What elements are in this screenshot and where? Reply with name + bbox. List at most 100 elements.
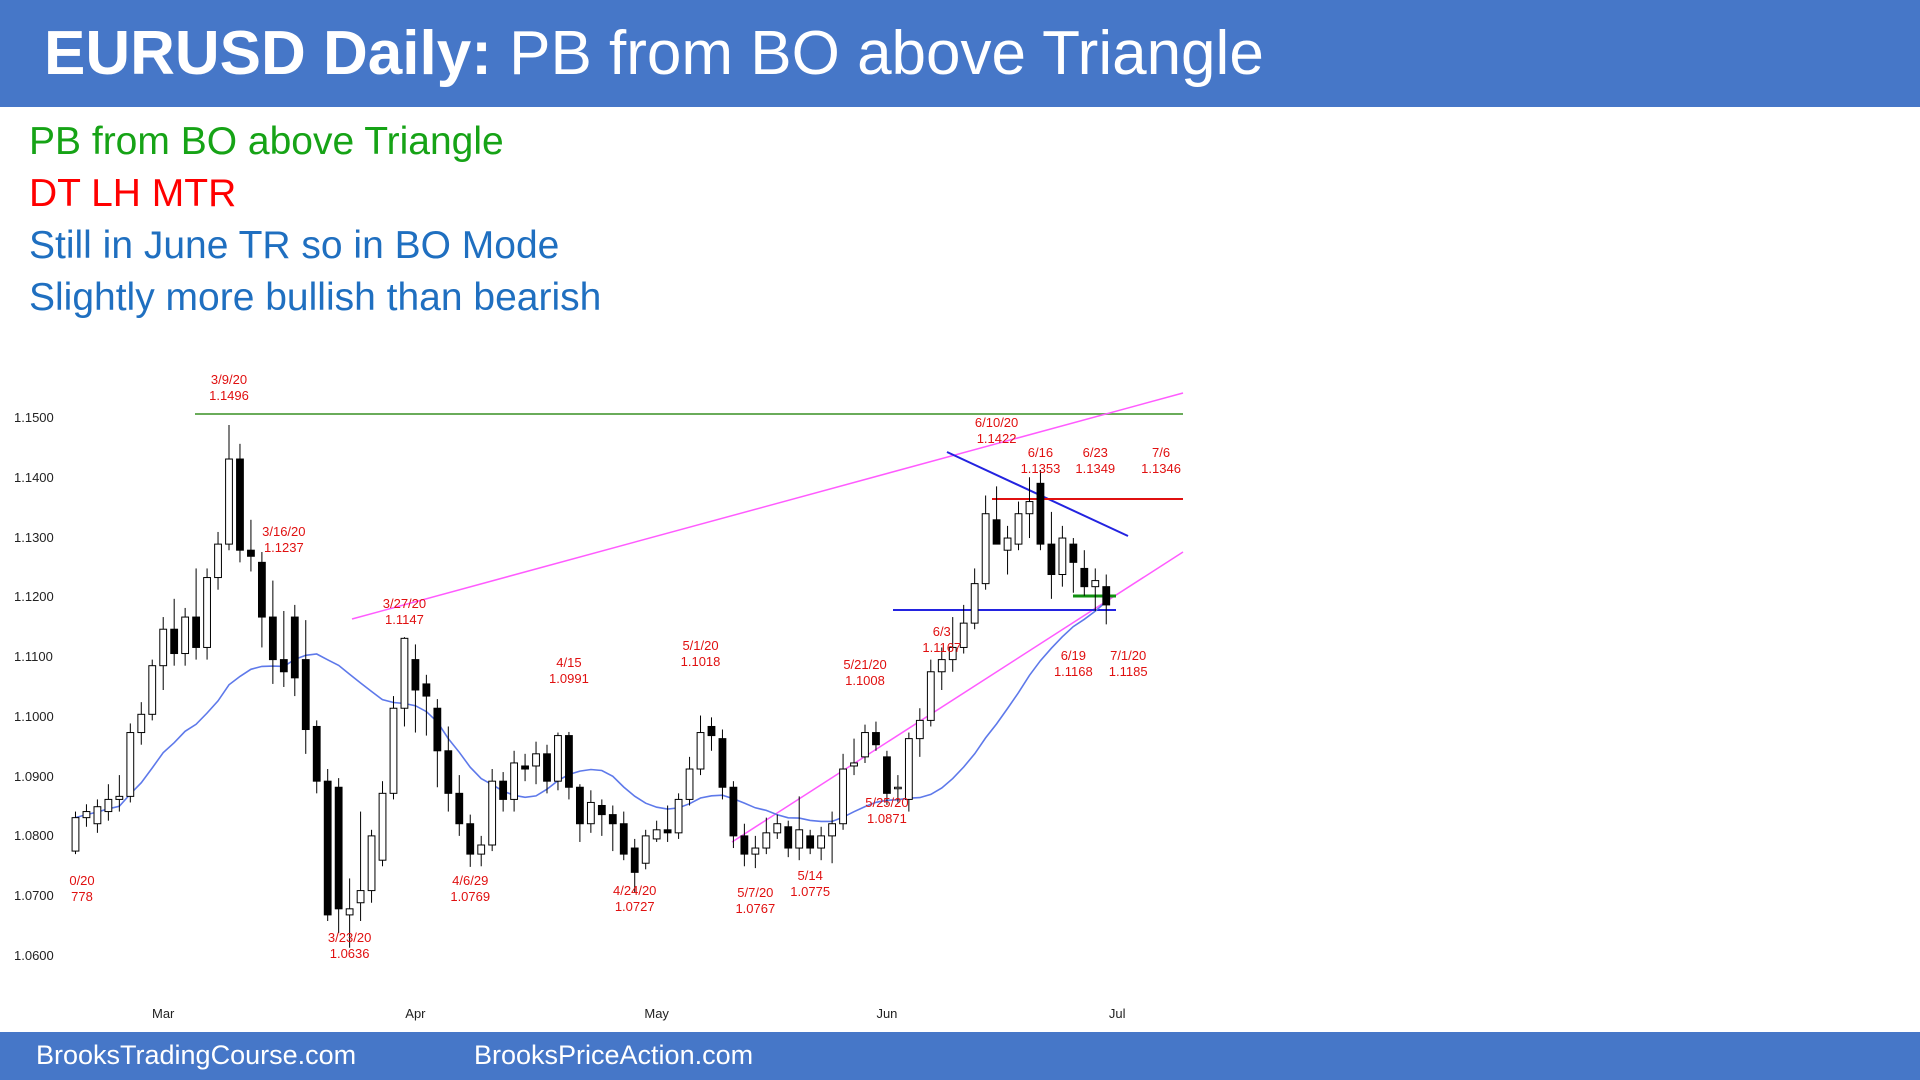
candle xyxy=(1058,525,1067,587)
candle-body xyxy=(959,622,968,648)
annotation-date: 6/10/20 xyxy=(975,415,1018,430)
candle xyxy=(488,769,497,852)
candle-body xyxy=(345,908,354,916)
price-annotation: 5/25/201.0871 xyxy=(865,795,908,826)
x-axis: Mar Apr May Jun Jul xyxy=(152,1006,1126,1021)
candle-body xyxy=(762,832,771,849)
y-tick-label: 1.1300 xyxy=(14,530,54,545)
candle-body xyxy=(312,725,321,782)
price-annotation: 3/9/201.1496 xyxy=(209,372,249,403)
annotations: 3/9/201.14963/16/201.12373/27/201.11473/… xyxy=(69,372,1181,961)
candle xyxy=(268,580,277,684)
candle xyxy=(433,699,442,788)
candle-body xyxy=(795,829,804,849)
candle-body xyxy=(707,725,716,737)
candle xyxy=(510,750,519,812)
price-annotation: 6/31.1167 xyxy=(922,624,961,655)
candle xyxy=(773,814,782,839)
candle xyxy=(981,495,990,590)
annotation-price: 1.1167 xyxy=(922,640,961,655)
title-symbol: EURUSD Daily: xyxy=(44,19,492,88)
candle xyxy=(247,519,255,572)
price-annotation: 7/1/201.1185 xyxy=(1109,648,1148,679)
annotation-price: 1.0727 xyxy=(615,899,655,914)
candle xyxy=(214,531,222,590)
note-bias: Slightly more bullish than bearish xyxy=(29,276,602,319)
annotation-date: 6/3 xyxy=(933,624,951,639)
candle-body xyxy=(1058,537,1067,576)
candle xyxy=(575,784,584,842)
candle-body xyxy=(926,671,935,721)
candle-body xyxy=(1102,586,1111,606)
ma-line xyxy=(75,601,1107,823)
candle-body xyxy=(992,519,1001,545)
candle-body xyxy=(181,616,190,655)
annotation-date: 4/6/29 xyxy=(452,873,488,888)
candle xyxy=(148,659,157,721)
y-tick-label: 1.1500 xyxy=(14,410,54,425)
candle xyxy=(663,805,672,842)
annotation-date: 6/16 xyxy=(1028,445,1053,460)
candle-body xyxy=(893,786,902,790)
candle xyxy=(378,781,387,867)
candle-body xyxy=(203,577,211,648)
candle-body xyxy=(1080,567,1089,588)
candle xyxy=(784,820,793,858)
candle-body xyxy=(608,814,617,825)
candle-body xyxy=(543,753,551,782)
candle xyxy=(619,811,628,861)
annotation-date: 4/15 xyxy=(556,655,581,670)
candle xyxy=(477,835,486,867)
candle-body xyxy=(575,786,584,825)
candle xyxy=(71,811,80,855)
candle xyxy=(970,568,979,630)
candle xyxy=(400,637,409,727)
candle-body xyxy=(685,768,694,800)
candle xyxy=(828,811,837,864)
candle xyxy=(356,811,365,921)
candle xyxy=(532,741,540,785)
candle xyxy=(181,607,190,666)
y-tick-label: 1.0800 xyxy=(14,828,54,843)
candle-body xyxy=(104,798,113,813)
candle xyxy=(652,820,661,842)
price-annotation: 6/191.1168 xyxy=(1054,648,1093,679)
candle xyxy=(904,732,913,812)
candle-body xyxy=(82,811,91,819)
candle-body xyxy=(422,683,431,697)
annotation-date: 7/1/20 xyxy=(1110,648,1146,663)
note-pb-from-bo: PB from BO above Triangle xyxy=(29,120,504,163)
candle-body xyxy=(1025,501,1034,515)
price-annotation: 3/16/201.1237 xyxy=(262,524,305,555)
candle xyxy=(926,659,935,727)
header-bar: EURUSD Daily: PB from BO above Triangle xyxy=(0,0,1920,107)
candle xyxy=(521,753,529,782)
annotation-date: 5/21/20 xyxy=(843,657,886,672)
candle xyxy=(159,617,168,690)
candle-body xyxy=(159,628,168,667)
annotation-date: 0/20 xyxy=(69,873,94,888)
annotation-price: 1.1147 xyxy=(385,612,424,627)
candle-body xyxy=(257,561,266,618)
candle xyxy=(192,568,201,660)
y-tick-label: 1.1100 xyxy=(14,649,53,664)
candle-body xyxy=(1003,537,1012,551)
candle xyxy=(795,796,804,861)
candle xyxy=(872,721,880,751)
annotation-date: 5/7/20 xyxy=(737,885,773,900)
annotation-price: 778 xyxy=(71,889,93,904)
footer-link-brookstradingcourse[interactable]: BrooksTradingCourse.com xyxy=(36,1040,357,1070)
candle xyxy=(279,610,288,687)
candle xyxy=(323,769,332,921)
annotation-date: 3/23/20 xyxy=(328,930,371,945)
candle-body xyxy=(1091,580,1100,588)
candle-body xyxy=(652,829,661,840)
candle-body xyxy=(367,835,376,892)
candle-body xyxy=(247,549,255,557)
candle-body xyxy=(751,847,760,855)
candle-body xyxy=(279,659,288,673)
candle-body xyxy=(411,659,420,691)
footer-link-brookspriceaction[interactable]: BrooksPriceAction.com xyxy=(474,1040,754,1070)
candle xyxy=(203,568,211,660)
